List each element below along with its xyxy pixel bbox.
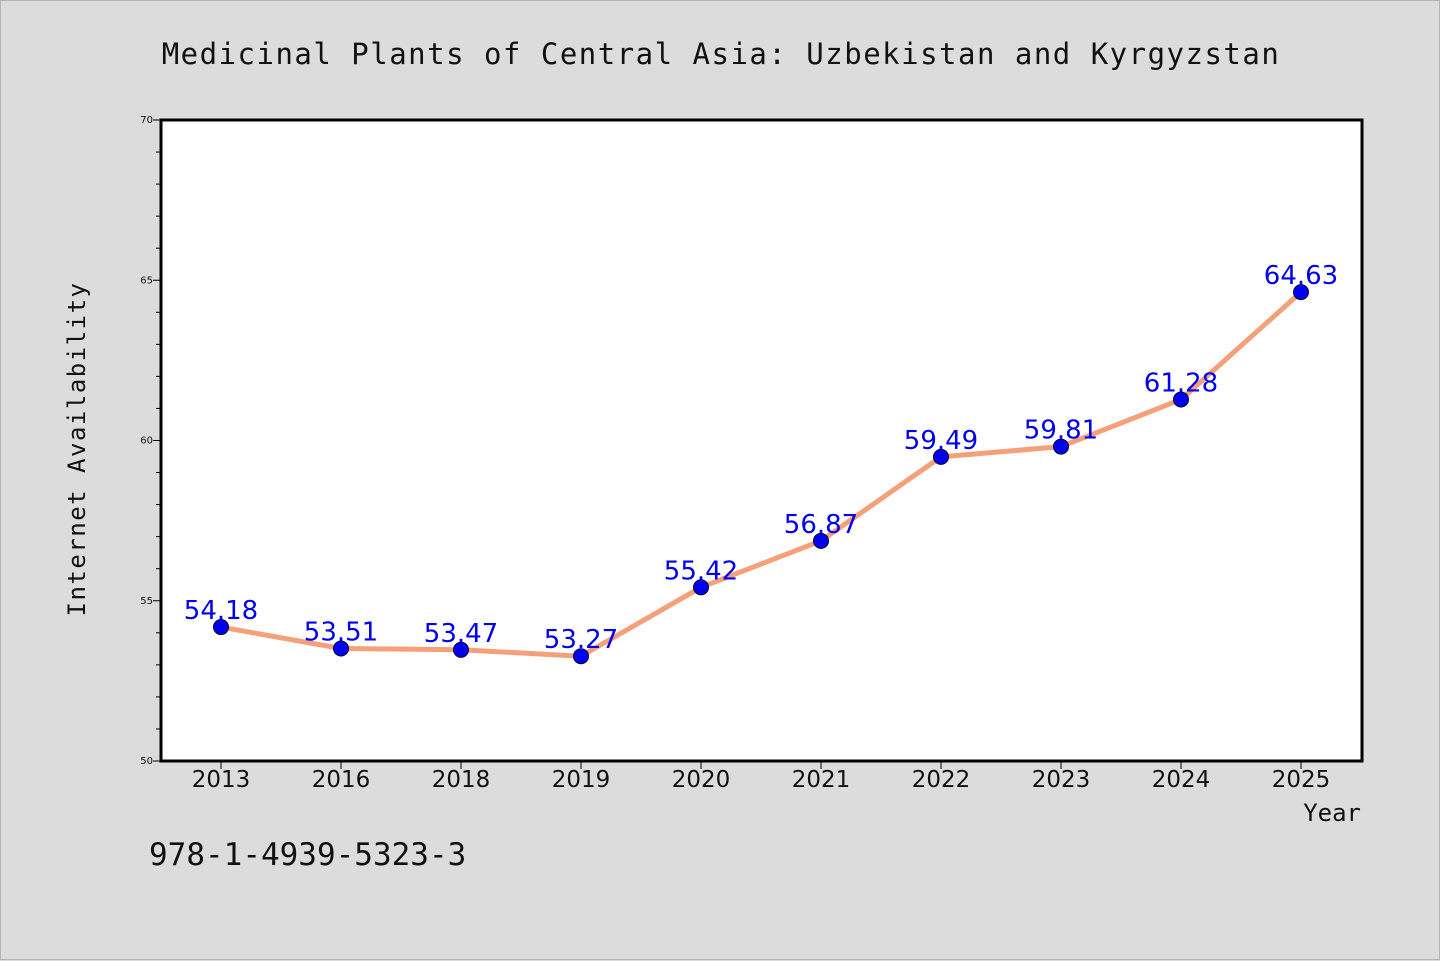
x-tick-label: 2019 (552, 767, 611, 793)
data-point (453, 641, 469, 658)
series-line (218, 289, 1304, 659)
data-label: 56.87 (784, 510, 858, 540)
data-point (693, 579, 709, 596)
y-tick-label: 60 (140, 436, 153, 447)
data-label: 53.27 (544, 625, 618, 655)
y-tick-label: 70 (140, 115, 153, 126)
data-point (1293, 284, 1309, 301)
x-tick-label: 2025 (1272, 767, 1331, 793)
data-point (333, 640, 349, 657)
isbn-footer: 978-1-4939-5323-3 (149, 837, 466, 873)
y-tick-label: 55 (140, 596, 153, 607)
x-axis-label: Year (1303, 799, 1361, 827)
data-label: 61.28 (1144, 368, 1218, 398)
x-tick-label: 2020 (672, 767, 731, 793)
data-point (933, 448, 949, 465)
plot-area (159, 118, 1364, 763)
data-label: 54.18 (184, 596, 258, 626)
data-point (213, 619, 229, 636)
y-axis-label: Internet Availability (63, 282, 91, 617)
data-point (1053, 438, 1069, 455)
data-point (573, 648, 589, 665)
x-tick-label: 2021 (792, 767, 851, 793)
chart-title: Medicinal Plants of Central Asia: Uzbeki… (162, 37, 1281, 71)
y-tick-label: 65 (140, 275, 153, 286)
data-point (1173, 391, 1189, 408)
x-tick-label: 2018 (432, 767, 491, 793)
y-axis: 50 55 60 65 70 (140, 115, 161, 767)
x-tick-label: 2022 (912, 767, 971, 793)
data-labels-group: 54.18 53.51 53.47 53.27 55.42 56.87 59.49 59.81… (184, 261, 1338, 655)
data-label: 59.81 (1024, 416, 1098, 446)
x-axis: 2013 2016 2018 2019 2020 2021 2022 2023 2024 2025 (192, 761, 1331, 793)
data-label: 55.42 (664, 556, 738, 586)
x-tick-label: 2023 (1032, 767, 1091, 793)
x-tick-label: 2024 (1152, 767, 1211, 793)
x-tick-label: 2013 (192, 767, 251, 793)
y-tick-label: 50 (140, 756, 153, 767)
data-points-group (213, 284, 1309, 665)
data-label: 53.51 (304, 618, 378, 648)
data-label: 53.47 (424, 619, 498, 649)
series-line-group (218, 289, 1304, 659)
data-label: 64.63 (1264, 261, 1338, 291)
data-label: 59.49 (904, 426, 978, 456)
x-tick-label: 2016 (312, 767, 371, 793)
data-point (813, 532, 829, 549)
